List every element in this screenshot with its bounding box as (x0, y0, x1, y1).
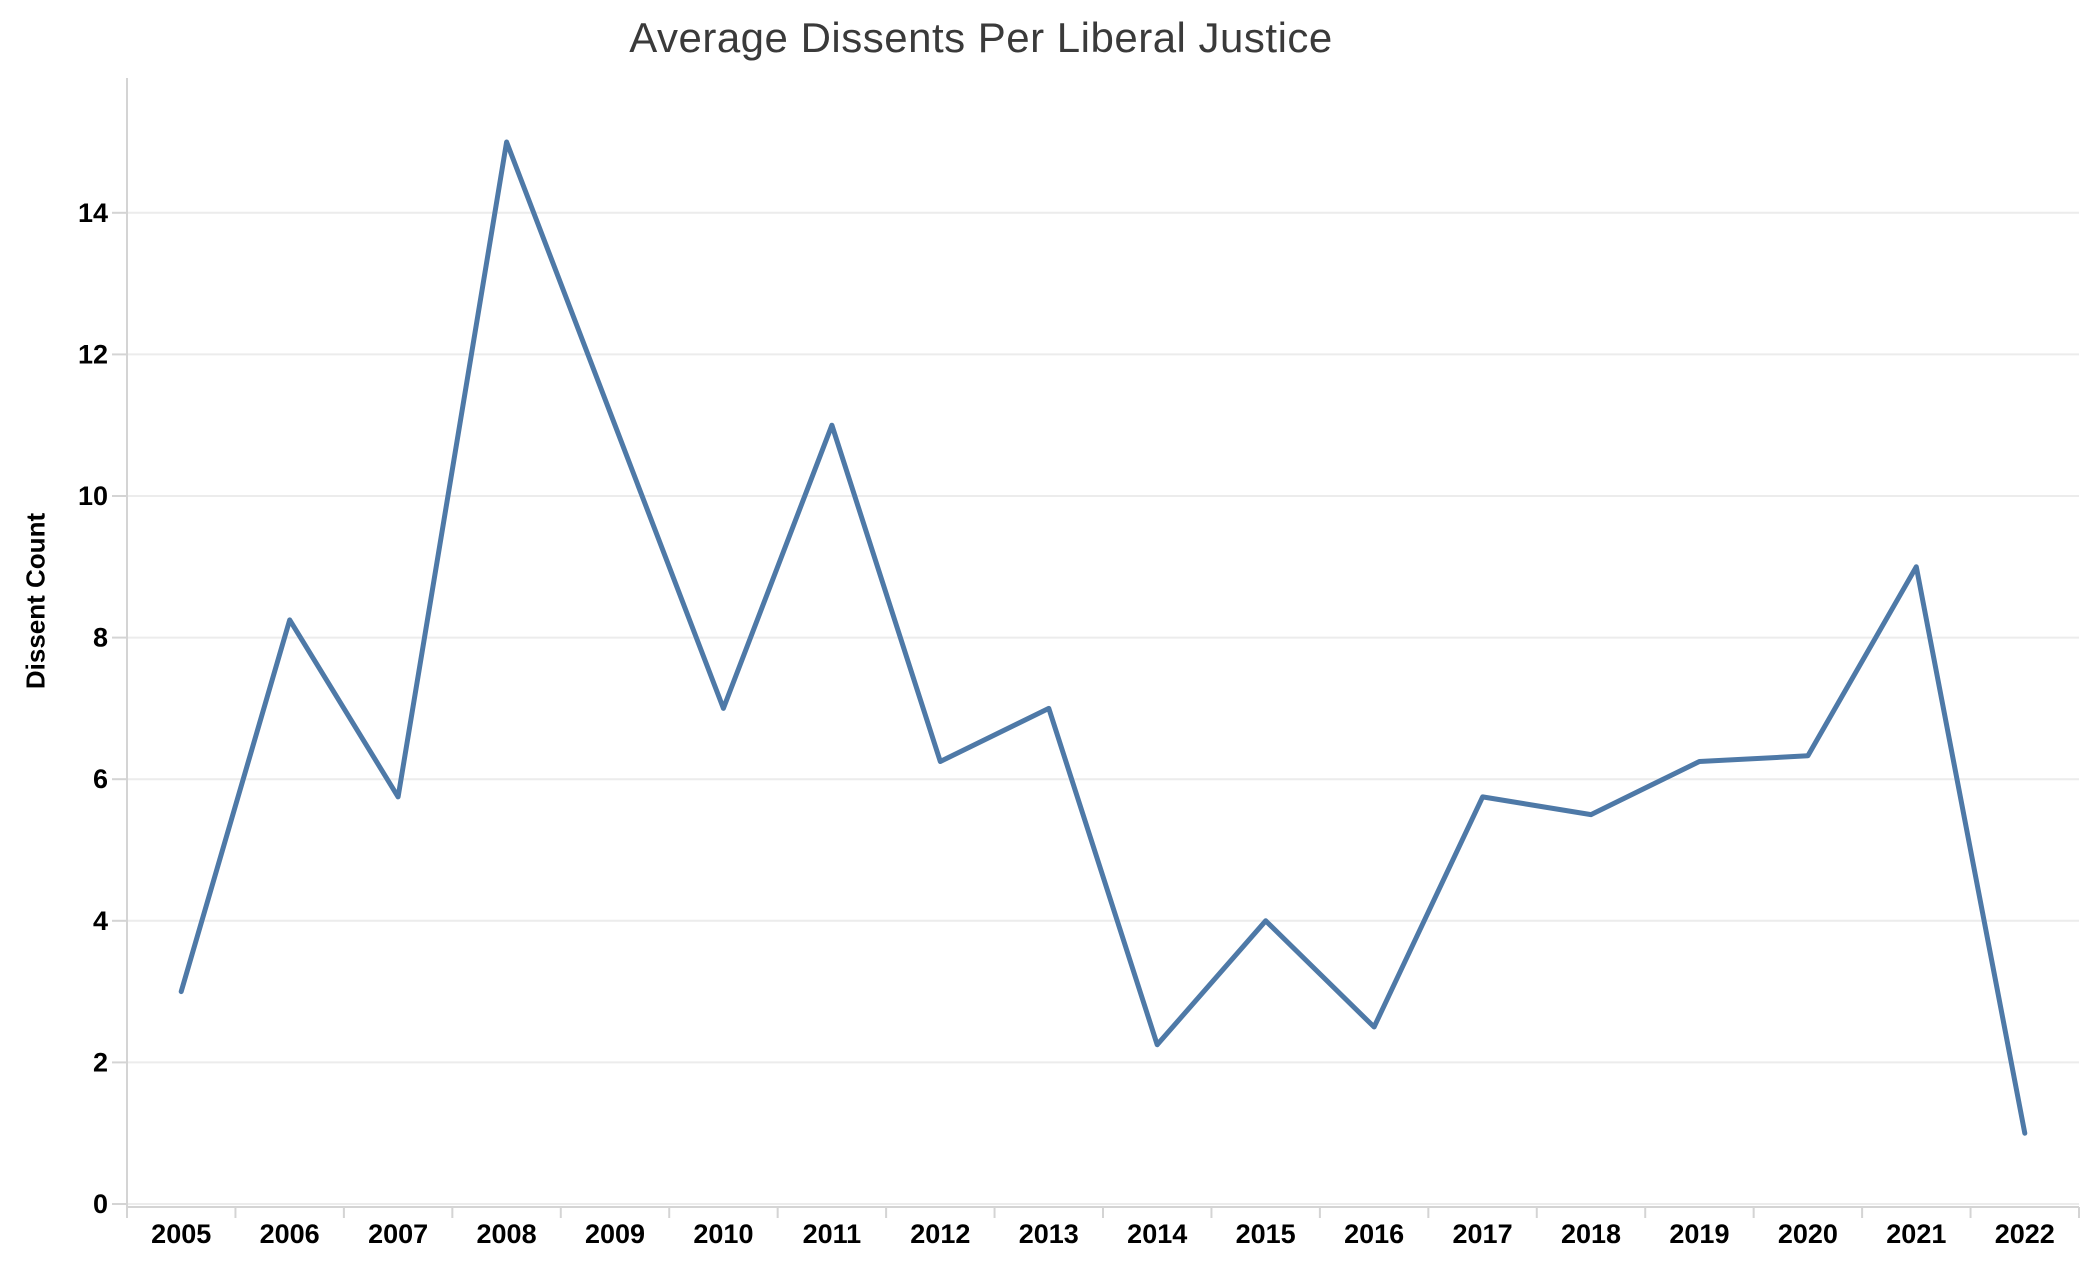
x-tick-label: 2016 (1344, 1219, 1404, 1249)
x-tick-label: 2017 (1453, 1219, 1513, 1249)
x-tick-label: 2005 (151, 1219, 211, 1249)
y-tick-labels: 0 2 4 6 8 10 12 14 (78, 198, 108, 1219)
y-tick-label: 6 (93, 764, 108, 794)
data-series (178, 139, 2028, 1136)
x-tick-label: 2007 (368, 1219, 428, 1249)
x-tick-label: 2008 (477, 1219, 537, 1249)
chart-title: Average Dissents Per Liberal Justice (629, 14, 1333, 61)
x-tick-label: 2022 (1995, 1219, 2055, 1249)
gridlines (127, 211, 2079, 1205)
y-tick-label: 0 (93, 1189, 108, 1219)
x-tick-label: 2011 (803, 1219, 862, 1249)
y-tick-label: 2 (93, 1047, 108, 1077)
x-tick-label: 2019 (1669, 1219, 1729, 1249)
x-tick-label: 2015 (1236, 1219, 1296, 1249)
x-tick-label: 2010 (693, 1219, 753, 1249)
y-tick-label: 8 (93, 623, 108, 653)
y-tick-label: 14 (78, 198, 108, 228)
y-tick-label: 12 (78, 339, 108, 369)
x-tick-label: 2021 (1886, 1219, 1946, 1249)
x-tick-labels: 2005 2006 2007 2008 2009 2010 2011 2012 2013 2014… (151, 1219, 2055, 1249)
x-tick-label: 2013 (1019, 1219, 1079, 1249)
x-tick-label: 2014 (1127, 1219, 1187, 1249)
data-line (178, 139, 2028, 1136)
y-tick-label: 4 (93, 906, 108, 936)
y-tick-label: 10 (78, 481, 108, 511)
x-tick-label: 2020 (1778, 1219, 1838, 1249)
x-tick-label: 2012 (910, 1219, 970, 1249)
x-tick-label: 2009 (585, 1219, 645, 1249)
x-tick-label: 2018 (1561, 1219, 1621, 1249)
x-tick-label: 2006 (260, 1219, 320, 1249)
axes (112, 78, 2080, 1218)
